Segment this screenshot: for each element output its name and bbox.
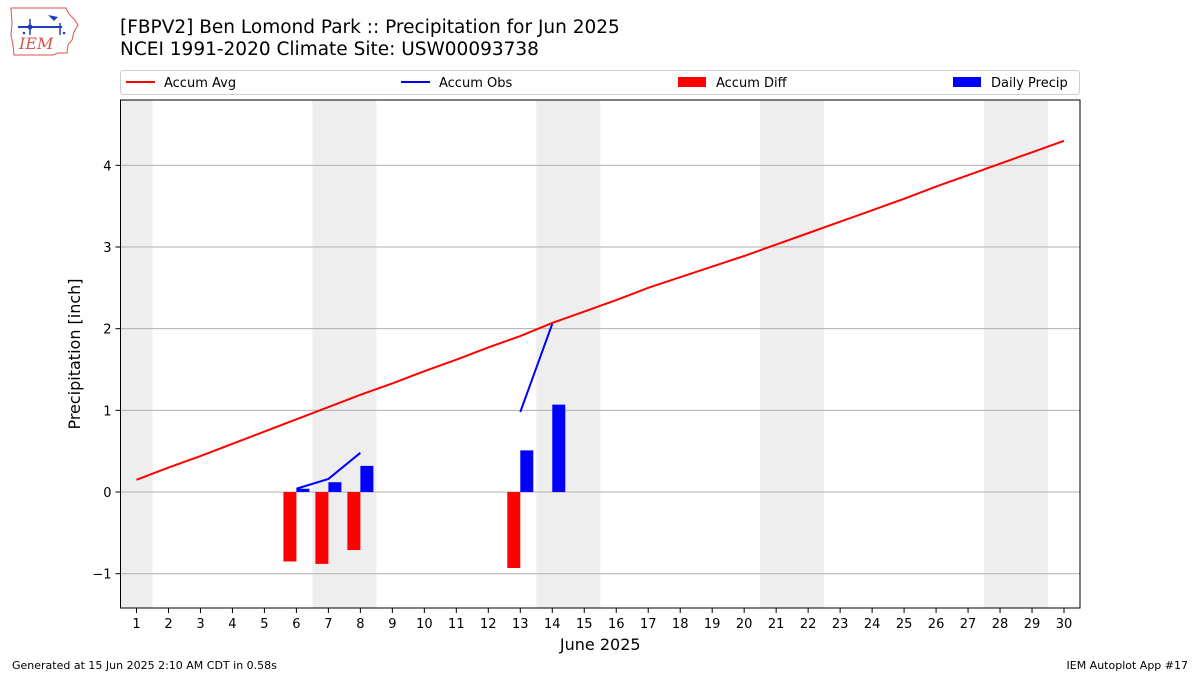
x-tick-label: 10: [416, 617, 433, 632]
x-tick-label: 23: [832, 617, 849, 632]
legend-daily-precip-label: Daily Precip: [991, 76, 1068, 91]
legend-daily-precip: Daily Precip: [953, 76, 1068, 91]
accum-diff-bar: [315, 492, 329, 564]
x-tick-label: 3: [196, 617, 204, 632]
accum-diff-bar: [283, 492, 297, 562]
legend: Accum Avg Accum Obs Accum Diff Daily Precip: [120, 70, 1080, 95]
x-tick-label: 21: [768, 617, 785, 632]
daily-precip-bar: [520, 450, 534, 493]
x-tick-label: 28: [992, 617, 1009, 632]
legend-accum-avg: Accum Avg: [126, 76, 236, 91]
x-tick-label: 5: [260, 617, 268, 632]
legend-accum-diff: Accum Diff: [678, 76, 788, 91]
x-tick-label: 15: [576, 617, 593, 632]
generated-timestamp: Generated at 15 Jun 2025 2:10 AM CDT in …: [12, 659, 277, 672]
x-tick-label: 7: [324, 617, 332, 632]
chart-title: [FBPV2] Ben Lomond Park :: Precipitation…: [120, 17, 620, 38]
x-tick-label: 25: [896, 617, 913, 632]
app-label: IEM Autoplot App #17: [1066, 659, 1189, 672]
x-tick-label: 27: [960, 617, 977, 632]
x-tick-label: 30: [1056, 617, 1073, 632]
legend-accum-obs: Accum Obs: [401, 76, 512, 91]
y-tick-label: 4: [103, 159, 111, 174]
x-tick-label: 12: [480, 617, 497, 632]
legend-box: [120, 70, 1080, 95]
x-tick-label: 13: [512, 617, 529, 632]
y-tick-label: 1: [103, 404, 111, 419]
y-tick-label: 0: [103, 486, 111, 501]
x-tick-label: 9: [388, 617, 396, 632]
accum-avg-line: [136, 139, 1065, 481]
legend-accum-diff-swatch: [678, 77, 706, 87]
daily-precip-bar: [296, 488, 310, 493]
plot-frame: [120, 99, 1081, 609]
svg-text:IEM: IEM: [18, 34, 54, 53]
x-tick-label: 22: [800, 617, 817, 632]
x-tick-label: 17: [640, 617, 657, 632]
accum-diff-bar: [347, 492, 361, 551]
chart-subtitle: NCEI 1991-2020 Climate Site: USW00093738: [120, 39, 539, 60]
x-tick-label: 19: [704, 617, 721, 632]
x-tick-label: 1: [132, 617, 140, 632]
x-tick-label: 29: [1024, 617, 1041, 632]
y-tick-label: 3: [103, 241, 111, 256]
accum-obs-line: [296, 452, 362, 490]
weekend-band: [984, 100, 1017, 608]
x-tick-label: 18: [672, 617, 689, 632]
x-tick-label: 11: [448, 617, 465, 632]
accum-obs-line: [519, 323, 554, 413]
weekend-band: [760, 100, 793, 608]
x-tick-label: 20: [736, 617, 753, 632]
legend-accum-avg-label: Accum Avg: [164, 76, 236, 91]
x-axis-label: June 2025: [559, 635, 641, 654]
legend-daily-precip-swatch: [953, 77, 981, 87]
x-tick-label: 2: [164, 617, 172, 632]
weekend-band: [120, 100, 153, 608]
iem-iowa-logo-icon: IEM: [10, 7, 79, 56]
weekend-band: [1016, 100, 1049, 608]
y-axis-label: Precipitation [inch]: [65, 278, 84, 429]
daily-precip-bar: [328, 482, 342, 493]
daily-precip-bar: [360, 465, 374, 493]
x-tick-label: 24: [864, 617, 881, 632]
x-tick-label: 16: [608, 617, 625, 632]
weekend-band: [792, 100, 825, 608]
daily-precip-bar: [552, 404, 566, 493]
legend-accum-obs-label: Accum Obs: [439, 76, 512, 91]
x-tick-label: 6: [292, 617, 300, 632]
y-tick-label: 2: [103, 323, 111, 338]
weekend-band: [568, 100, 601, 608]
x-tick-label: 4: [228, 617, 236, 632]
x-tick-label: 26: [928, 617, 945, 632]
legend-accum-diff-label: Accum Diff: [716, 76, 788, 91]
accum-diff-bar: [507, 492, 521, 568]
y-tick-label: −1: [92, 568, 111, 583]
x-tick-label: 14: [544, 617, 561, 632]
x-tick-label: 8: [356, 617, 364, 632]
